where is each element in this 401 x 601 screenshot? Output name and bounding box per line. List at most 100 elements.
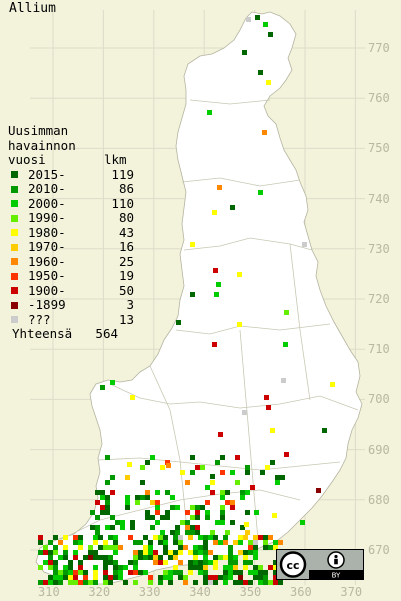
observation-cell bbox=[242, 50, 247, 55]
observation-cell bbox=[244, 522, 249, 527]
observation-cell bbox=[158, 580, 163, 585]
observation-cell bbox=[205, 485, 210, 490]
finland-outline bbox=[35, 11, 363, 585]
observation-cell bbox=[93, 565, 98, 570]
observation-cell bbox=[110, 525, 115, 530]
observation-cell bbox=[105, 510, 110, 515]
legend-row-label: -1899 bbox=[28, 297, 66, 312]
observation-cell bbox=[125, 475, 130, 480]
observation-cell bbox=[78, 580, 83, 585]
observation-cell bbox=[113, 535, 118, 540]
observation-cell bbox=[205, 500, 210, 505]
observation-cell bbox=[233, 560, 238, 565]
observation-cell bbox=[330, 382, 335, 387]
legend-row-label: 1900- bbox=[28, 282, 66, 298]
observation-cell bbox=[48, 555, 53, 560]
observation-cell bbox=[243, 535, 248, 540]
observation-cell bbox=[220, 520, 225, 525]
observation-cell bbox=[133, 550, 138, 555]
observation-cell bbox=[68, 560, 73, 565]
observation-cell bbox=[130, 520, 135, 525]
observation-cell bbox=[95, 525, 100, 530]
observation-cell bbox=[212, 210, 217, 215]
y-axis-label: 700 bbox=[368, 392, 390, 407]
observation-cell bbox=[103, 580, 108, 585]
y-axis-label: 740 bbox=[368, 191, 390, 206]
observation-cell bbox=[153, 560, 158, 565]
observation-cell bbox=[133, 565, 138, 570]
observation-cell bbox=[238, 550, 243, 555]
legend-row-count: 3 bbox=[126, 297, 134, 312]
observation-cell bbox=[138, 550, 143, 555]
observation-cell bbox=[68, 575, 73, 580]
observation-cell bbox=[198, 560, 203, 565]
observation-cell bbox=[213, 540, 218, 545]
observation-cell bbox=[53, 550, 58, 555]
observation-cell bbox=[155, 510, 160, 515]
observation-cell bbox=[263, 570, 268, 575]
legend-row-count: 80 bbox=[118, 210, 134, 225]
legend-col-year: vuosi bbox=[8, 152, 46, 167]
observation-cell bbox=[118, 545, 123, 550]
observation-cell bbox=[145, 490, 150, 495]
observation-cell bbox=[178, 540, 183, 545]
observation-cell bbox=[223, 570, 228, 575]
x-axis-label: 330 bbox=[138, 585, 161, 599]
observation-cell bbox=[220, 515, 225, 520]
observation-cell bbox=[128, 560, 133, 565]
observation-cell bbox=[78, 565, 83, 570]
observation-cell bbox=[230, 505, 235, 510]
observation-cell bbox=[88, 545, 93, 550]
legend-row: 1950- 19 bbox=[8, 268, 134, 284]
observation-cell bbox=[58, 555, 63, 560]
legend-heading-line-2: havainnon bbox=[8, 137, 76, 153]
observation-cell bbox=[130, 395, 135, 400]
observation-cell bbox=[90, 510, 95, 515]
legend-row-count: 110 bbox=[111, 195, 134, 211]
observation-cell bbox=[143, 570, 148, 575]
observation-cell bbox=[228, 545, 233, 550]
legend: Uusimman havainnon vuosi lkm 2015- 119 201… bbox=[8, 123, 134, 342]
observation-cell bbox=[253, 575, 258, 580]
observation-cell bbox=[88, 550, 93, 555]
observation-cell bbox=[178, 570, 183, 575]
observation-cell bbox=[83, 580, 88, 585]
observation-cell bbox=[108, 560, 113, 565]
x-axis-label: 360 bbox=[290, 585, 312, 599]
observation-cell bbox=[266, 80, 271, 85]
observation-cell bbox=[213, 580, 218, 585]
observation-cell bbox=[262, 130, 267, 135]
y-axis-label: 770 bbox=[368, 41, 390, 55]
observation-cell bbox=[163, 535, 168, 540]
observation-cell bbox=[223, 535, 228, 540]
observation-cell bbox=[90, 525, 95, 530]
observation-cell bbox=[158, 555, 163, 560]
observation-cell bbox=[38, 550, 43, 555]
observation-cell bbox=[173, 535, 178, 540]
observation-cell bbox=[195, 505, 200, 510]
observation-cell bbox=[228, 550, 233, 555]
observation-cell bbox=[268, 535, 273, 540]
observation-cell bbox=[195, 510, 200, 515]
observation-cell bbox=[273, 565, 278, 570]
observation-cell bbox=[103, 560, 108, 565]
legend-row-label: 2010- bbox=[28, 181, 66, 196]
observation-cell bbox=[258, 190, 263, 195]
observation-cell bbox=[58, 580, 63, 585]
legend-row: -1899 3 bbox=[8, 297, 134, 313]
observation-cell bbox=[183, 580, 188, 585]
observation-cell bbox=[212, 342, 217, 347]
observation-cell bbox=[110, 380, 115, 385]
observation-cell bbox=[213, 565, 218, 570]
observation-cell bbox=[233, 555, 238, 560]
observation-cell bbox=[180, 520, 185, 525]
legend-row-count: 25 bbox=[118, 253, 134, 269]
observation-cell bbox=[205, 510, 210, 515]
legend-swatch bbox=[11, 272, 18, 280]
observation-cell bbox=[113, 570, 118, 575]
observation-cell bbox=[168, 575, 173, 580]
observation-cell bbox=[223, 555, 228, 560]
observation-cell bbox=[166, 463, 171, 468]
observation-cell bbox=[220, 470, 225, 475]
observation-cell bbox=[38, 535, 43, 540]
